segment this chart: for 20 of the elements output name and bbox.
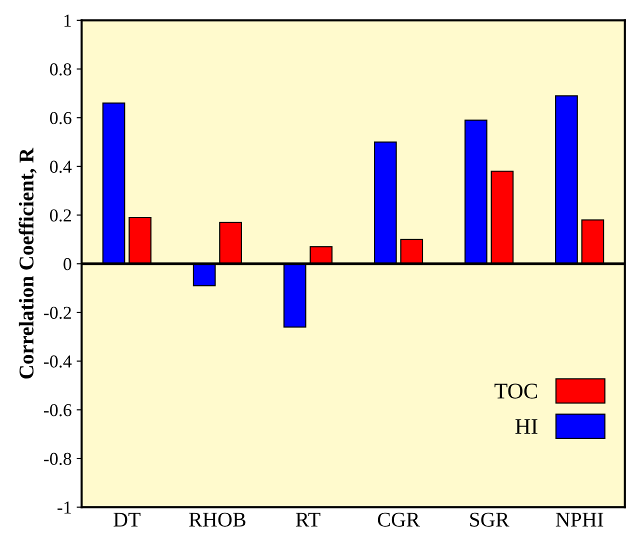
y-tick-label: 1 [64, 14, 71, 27]
y-tick-label: -0.2 [44, 306, 71, 319]
y-tick-label: 0.6 [50, 112, 72, 124]
x-tick-label: NPHI [556, 512, 604, 526]
x-tick-label: RHOB [189, 512, 246, 527]
y-tick-label: 0.4 [50, 160, 72, 173]
x-tick-label: RT [296, 512, 320, 526]
y-tick-label: -0.6 [44, 404, 72, 416]
y-axis-title: Correlation Coefficient, R [18, 148, 37, 379]
x-tick-label: SGR [470, 512, 510, 527]
y-tick-label: 0 [64, 258, 72, 270]
y-tick-label: -1 [58, 502, 71, 514]
y-tick-label: -0.8 [44, 452, 72, 466]
y-tick-label: 0.8 [50, 63, 72, 76]
y-tick-label: -0.4 [44, 355, 72, 368]
x-tick-label: DT [114, 512, 140, 527]
y-tick-label: 0.2 [50, 209, 71, 222]
legend-label: TOC [494, 384, 537, 399]
legend-label: HI [515, 419, 538, 434]
x-tick-label: CGR [378, 512, 420, 527]
